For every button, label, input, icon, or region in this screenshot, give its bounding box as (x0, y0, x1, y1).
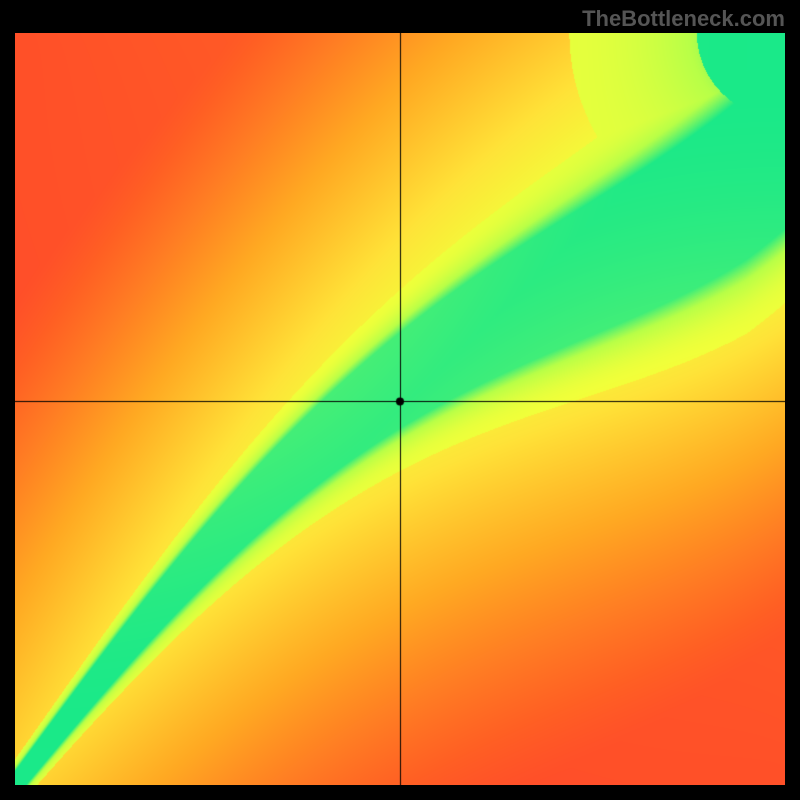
watermark-text: TheBottleneck.com (582, 6, 785, 32)
heatmap-canvas (15, 33, 785, 785)
heatmap-plot (15, 33, 785, 785)
chart-container: TheBottleneck.com (0, 0, 800, 800)
